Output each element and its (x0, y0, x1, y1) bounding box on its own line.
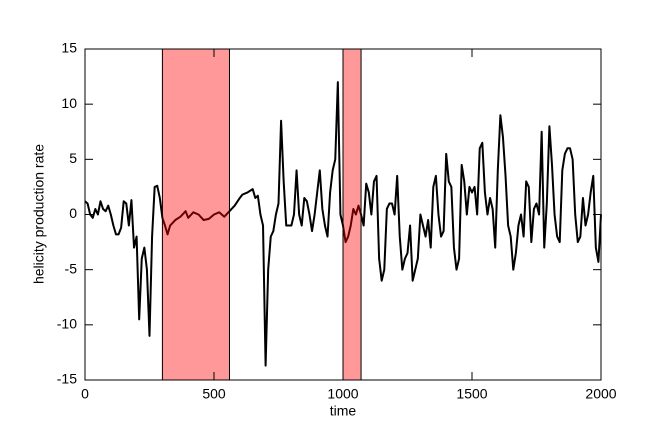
shaded-region (161, 48, 230, 381)
x-tick-label: 2000 (585, 386, 616, 402)
x-tick-label: 1500 (456, 386, 487, 402)
y-tick-label: 15 (61, 40, 77, 56)
y-tick-label: -15 (57, 371, 77, 387)
x-axis-label: time (330, 403, 357, 419)
x-tick-label: 0 (81, 386, 89, 402)
y-tick-label: -10 (57, 316, 77, 332)
y-tick-label: 10 (61, 95, 77, 111)
data-line (84, 81, 602, 367)
shaded-region (342, 48, 362, 381)
y-axis-label: helicity production rate (31, 144, 47, 284)
y-tick-label: 0 (69, 205, 77, 221)
y-tick-label: 5 (69, 150, 77, 166)
x-tick-label: 500 (202, 386, 226, 402)
x-tick-label: 1000 (327, 386, 358, 402)
y-tick-label: -5 (65, 260, 78, 276)
